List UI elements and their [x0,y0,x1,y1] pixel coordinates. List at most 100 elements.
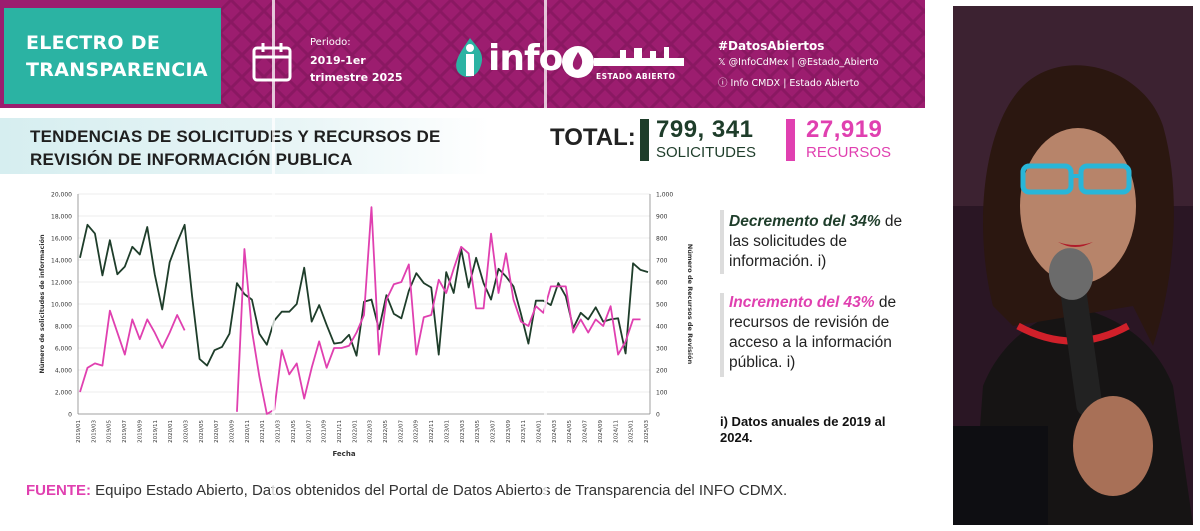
x-tick-label: 2020/07 [214,420,220,443]
brand-title: ELECTRO DE TRANSPARENCIA [26,32,208,81]
y-tick-label: 18,000 [51,214,72,221]
x-tick-label: 2023/07 [490,420,496,443]
source-text: Equipo Estado Abierto, Datos obtenidos d… [91,482,788,499]
y-tick-label: 8,000 [55,324,72,331]
hashtag: #DatosAbiertos [718,39,825,53]
x-tick-label: 2022/09 [414,420,420,443]
note-decrement: Decremento del 34% de las solicitudes de… [729,212,904,272]
y2-tick-label: 100 [656,390,668,397]
x-tick-label: 2019/11 [153,420,159,443]
source-label: FUENTE: [26,482,91,499]
solicitudes-marker [640,119,649,161]
y-tick-label: 12,000 [51,280,72,287]
note-decrement-emphasis: Decremento del 34% [729,213,881,230]
y-tick-label: 2,000 [55,390,72,397]
recursos-label: RECURSOS [806,144,892,161]
solicitudes-total: 799, 341 [656,116,754,143]
y-axis-label: Número de solicitudes de información [38,234,46,374]
x-tick-label: 2020/05 [199,420,205,443]
footnote: i) Datos anuales de 2019 al 2024. [720,414,886,445]
x-tick-label: 2020/03 [183,420,189,443]
x-tick-label: 2021/07 [306,420,312,443]
x-tick-label: 2024/11 [613,420,619,443]
y2-tick-label: 900 [656,214,668,221]
x-tick-label: 2019/09 [137,420,143,443]
x-tick-label: 2019/03 [91,420,97,443]
x-tick-label: 2020/11 [245,420,251,443]
x-tick-label: 2022/07 [398,420,404,443]
x-tick-label: 2019/01 [76,420,82,443]
photo-microphone [1059,276,1103,416]
x-tick-label: 2022/05 [383,420,389,443]
x-tick-label: 2019/05 [107,420,113,443]
x-tick-label: 2021/01 [260,420,266,443]
estado-abierto-label: ESTADO ABIERTO [596,72,676,81]
brand-box [4,8,221,104]
panel-seam [272,0,275,531]
social-web: ⓘ Info CMDX | Estado Abierto [718,78,860,89]
note-increment-text: de recursos de revisión de acceso a la i… [729,294,897,371]
x-tick-label: 2022/03 [368,420,374,443]
y2-tick-label: 300 [656,346,668,353]
info-logo-icon [456,38,483,77]
y-tick-label: 0 [68,412,72,419]
recursos-series-line [79,206,641,415]
x-tick-label: 2023/11 [521,420,527,443]
x-tick-label: 2024/05 [567,420,573,443]
y2-tick-label: 700 [656,258,668,265]
y-tick-label: 20,000 [51,192,72,199]
solicitudes-series-line [79,223,649,367]
solicitudes-label: SOLICITUDES [656,144,757,161]
note1-accent [720,210,724,274]
social-handles: 𝕏 @InfoCdMex | @Estado_Abierto [718,57,879,68]
y2-tick-label: 800 [656,236,668,243]
x-tick-label: 2025/03 [644,420,650,443]
x-tick-label: 2020/09 [230,420,236,443]
x-tick-label: 2022/01 [352,420,358,443]
x-tick-label: 2024/03 [552,420,558,443]
x-tick-label: 2021/11 [337,420,343,443]
period-label: Periodo: [310,37,351,48]
panel-seam [544,0,547,531]
recursos-total: 27,919 [806,116,883,143]
x-tick-label: 2023/09 [506,420,512,443]
y2-tick-label: 1,000 [656,192,673,199]
source-line: FUENTE: Equipo Estado Abierto, Datos obt… [26,482,926,499]
info-logo-text: info [488,38,563,79]
trend-chart: 0 2,000 4,000 6,000 8,000 10,000 12,000 14,000 1… [38,192,694,459]
y2-axis-label: Número de Recursos de Revisión [686,244,694,365]
chart-title: TENDENCIAS DE SOLICITUDES Y RECURSOS DE … [30,127,441,169]
x-tick-label: 2024/07 [583,420,589,443]
x-tick-label: 2024/09 [598,420,604,443]
x-tick-label: 2023/03 [460,420,466,443]
y-tick-label: 10,000 [51,302,72,309]
speaker-photo [953,6,1193,525]
y2-tick-label: 200 [656,368,668,375]
x-tick-label: 2023/05 [475,420,481,443]
total-label: TOTAL: [550,124,636,151]
x-tick-label: 2025/01 [629,420,635,443]
y-tick-label: 6,000 [55,346,72,353]
note2-accent [720,293,724,377]
y2-tick-label: 600 [656,280,668,287]
period-value: 2019-1er trimestre 2025 [310,54,403,84]
x-tick-label: 2022/11 [429,420,435,443]
y-tick-label: 14,000 [51,258,72,265]
note-increment-emphasis: Incremento del 43% [729,294,875,311]
y-tick-label: 4,000 [55,368,72,375]
x-tick-label: 2021/05 [291,420,297,443]
x-tick-label: 2021/03 [276,420,282,443]
x-tick-label: 2024/01 [537,420,543,443]
x-axis-label: Fecha [332,450,355,458]
title-band [0,118,490,174]
x-tick-label: 2020/01 [168,420,174,443]
note-increment: Incremento del 43% de recursos de revisi… [729,293,904,373]
recursos-marker [786,119,795,161]
note-decrement-text: de las solicitudes de información. i) [729,213,903,270]
x-tick-label: 2021/09 [322,420,328,443]
y2-tick-label: 400 [656,324,668,331]
y2-tick-label: 0 [656,412,660,419]
estado-abierto-key-icon [562,46,684,78]
y-tick-label: 16,000 [51,236,72,243]
y2-tick-label: 500 [656,302,668,309]
